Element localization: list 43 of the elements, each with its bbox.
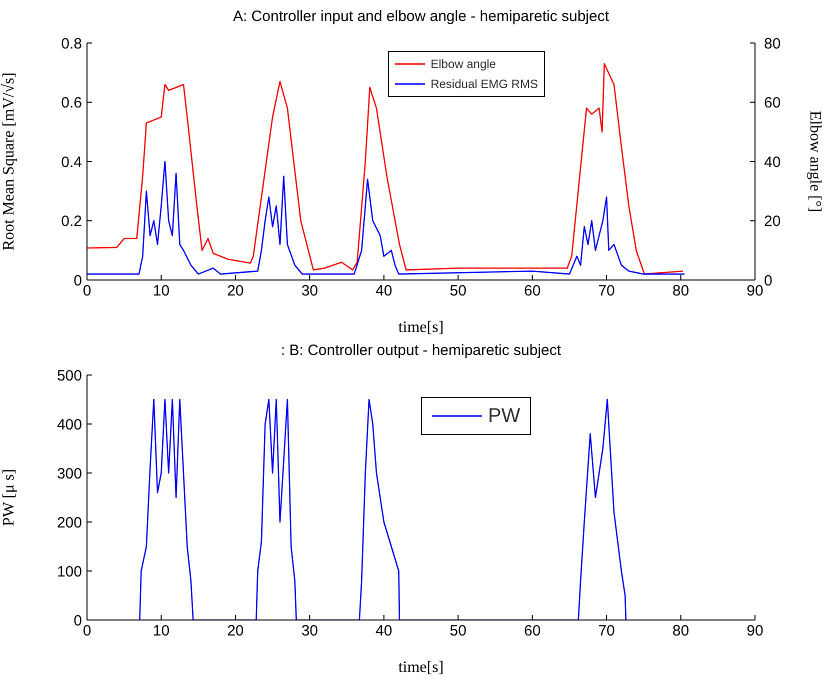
x-tick-label: 70 bbox=[598, 622, 615, 640]
y-tick-label: 0.4 bbox=[61, 154, 82, 171]
x-tick-label: 40 bbox=[376, 282, 392, 300]
y-tick-label: 300 bbox=[56, 465, 82, 482]
y2-tick-label: 20 bbox=[764, 213, 781, 230]
y-tick-label: 0.6 bbox=[61, 94, 82, 112]
x-tick-label: 90 bbox=[746, 282, 764, 300]
chart-title: A: Controller input and elbow angle - hemiparetic subject bbox=[232, 8, 610, 25]
legend-label: Residual EMG RMS bbox=[430, 76, 538, 93]
legend-label: PW bbox=[488, 404, 520, 428]
y-tick-label: 0.8 bbox=[61, 35, 82, 52]
y2-tick-label: 80 bbox=[764, 35, 781, 52]
legend-label: Elbow angle bbox=[430, 56, 496, 73]
y-tick-label: 200 bbox=[56, 514, 82, 532]
y-tick-label: 0.2 bbox=[61, 213, 82, 230]
x-tick-label: 10 bbox=[152, 622, 170, 640]
x-tick-label: 20 bbox=[227, 282, 244, 300]
y2-axis-title: Elbow angle [°] bbox=[806, 110, 824, 212]
line-series bbox=[87, 160, 686, 275]
x-tick-label: 40 bbox=[376, 622, 392, 640]
y-axis-title: PW [μ s] bbox=[0, 468, 18, 526]
x-tick-label: 70 bbox=[598, 282, 615, 300]
y-tick-label: 500 bbox=[56, 367, 82, 384]
y-tick-label: 400 bbox=[56, 416, 82, 434]
x-tick-label: 60 bbox=[524, 282, 541, 300]
x-tick-label: 30 bbox=[301, 282, 318, 300]
y-tick-label: 100 bbox=[56, 563, 82, 580]
x-tick-label: 80 bbox=[672, 622, 690, 640]
x-axis-title: time[s] bbox=[398, 659, 444, 676]
x-tick-label: 20 bbox=[227, 622, 244, 640]
x-tick-label: 50 bbox=[450, 282, 466, 300]
y-axis-title: Root Mean Square [mV/√s] bbox=[0, 72, 18, 251]
x-tick-label: 50 bbox=[450, 622, 466, 640]
y2-tick-label: 40 bbox=[764, 154, 781, 171]
y2-tick-label: 60 bbox=[764, 94, 781, 112]
chart-title: : B: Controller output - hemiparetic subject bbox=[280, 342, 562, 359]
x-tick-label: 90 bbox=[746, 622, 764, 640]
x-axis-title: time[s] bbox=[398, 319, 444, 336]
x-tick-label: 60 bbox=[524, 622, 541, 640]
x-tick-label: 80 bbox=[672, 282, 690, 300]
x-tick-label: 10 bbox=[152, 282, 170, 300]
x-tick-label: 30 bbox=[301, 622, 318, 640]
line-series bbox=[139, 398, 627, 620]
